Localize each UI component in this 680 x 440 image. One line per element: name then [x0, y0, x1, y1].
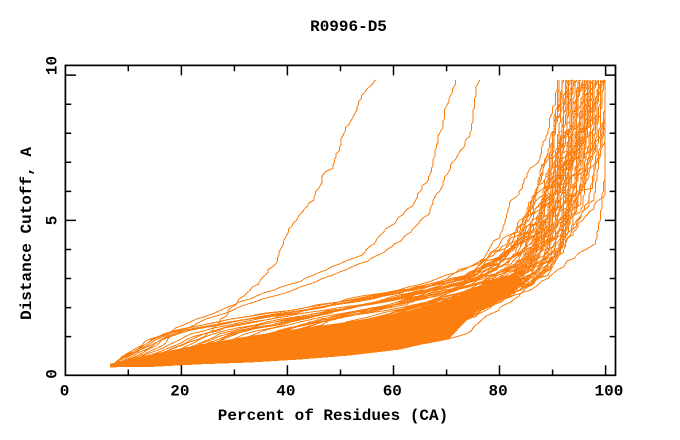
svg-text:40: 40: [276, 382, 295, 400]
svg-text:10: 10: [44, 56, 62, 75]
svg-text:100: 100: [594, 382, 623, 400]
svg-text:0: 0: [60, 382, 70, 400]
svg-text:R0996-D5: R0996-D5: [310, 18, 387, 36]
svg-text:60: 60: [383, 382, 402, 400]
svg-text:0: 0: [44, 369, 62, 379]
svg-text:5: 5: [44, 216, 62, 226]
svg-text:80: 80: [488, 382, 507, 400]
svg-text:Percent of Residues (CA): Percent of Residues (CA): [218, 407, 448, 425]
svg-text:Distance Cutoff, A: Distance Cutoff, A: [18, 147, 36, 320]
svg-text:20: 20: [170, 382, 189, 400]
